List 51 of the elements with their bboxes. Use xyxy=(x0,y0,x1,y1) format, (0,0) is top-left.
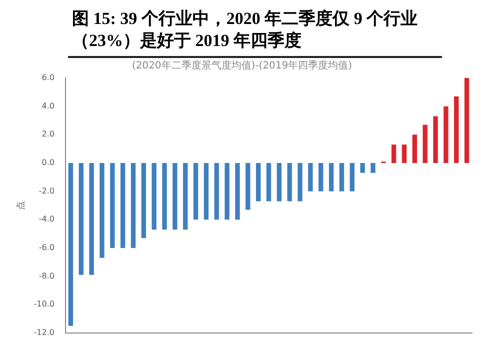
y-tick-label: -8.0 xyxy=(38,271,54,280)
bar xyxy=(276,163,282,202)
bar xyxy=(110,163,115,248)
bar xyxy=(120,163,126,248)
bar xyxy=(193,163,198,220)
bar xyxy=(328,163,334,192)
y-axis-title: 点 xyxy=(16,201,27,210)
bar xyxy=(141,163,146,238)
bar xyxy=(78,163,84,275)
bar xyxy=(444,106,448,163)
bar xyxy=(214,163,219,220)
y-tick-label: 0.0 xyxy=(42,158,54,168)
bar xyxy=(204,163,209,220)
y-tick-label: -6.0 xyxy=(38,243,54,252)
bar xyxy=(172,163,178,230)
bar xyxy=(298,163,302,202)
bar xyxy=(402,144,407,163)
bar xyxy=(422,124,428,163)
chart-title: 图 15: 39 个行业中，2020 年二季度仅 9 个行业（23%）是好于 2019 年四季度 xyxy=(68,8,442,58)
chart-subtitle: (2020年二季度景气度均值)-(2019年四季度均值) xyxy=(132,60,352,72)
y-tick-label: 2.0 xyxy=(42,130,54,139)
bar xyxy=(391,144,396,163)
bar xyxy=(287,163,292,202)
bar xyxy=(433,116,438,163)
bar xyxy=(89,163,94,275)
bar xyxy=(464,78,470,163)
y-tick-label: -2.0 xyxy=(38,186,54,196)
bar xyxy=(162,163,167,230)
bar xyxy=(235,163,240,220)
bar xyxy=(224,163,230,220)
y-tick-label: -12.0 xyxy=(34,328,54,338)
bar xyxy=(100,163,104,258)
bar xyxy=(339,163,344,192)
bar xyxy=(412,134,418,163)
y-tick-label: 4.0 xyxy=(42,101,54,110)
bar xyxy=(266,163,272,202)
bar xyxy=(152,163,156,230)
bar xyxy=(130,163,136,248)
bar xyxy=(183,163,188,230)
y-tick-label: -4.0 xyxy=(38,214,54,224)
bar xyxy=(246,163,250,210)
bar xyxy=(318,163,324,192)
bar xyxy=(370,163,376,173)
bar xyxy=(308,163,313,192)
bar xyxy=(360,163,365,173)
bar xyxy=(350,163,354,192)
bar xyxy=(454,96,459,163)
y-tick-label: -10.0 xyxy=(34,300,54,309)
bar xyxy=(256,163,261,202)
y-tick-label: 6.0 xyxy=(42,73,54,82)
bar xyxy=(68,163,74,326)
